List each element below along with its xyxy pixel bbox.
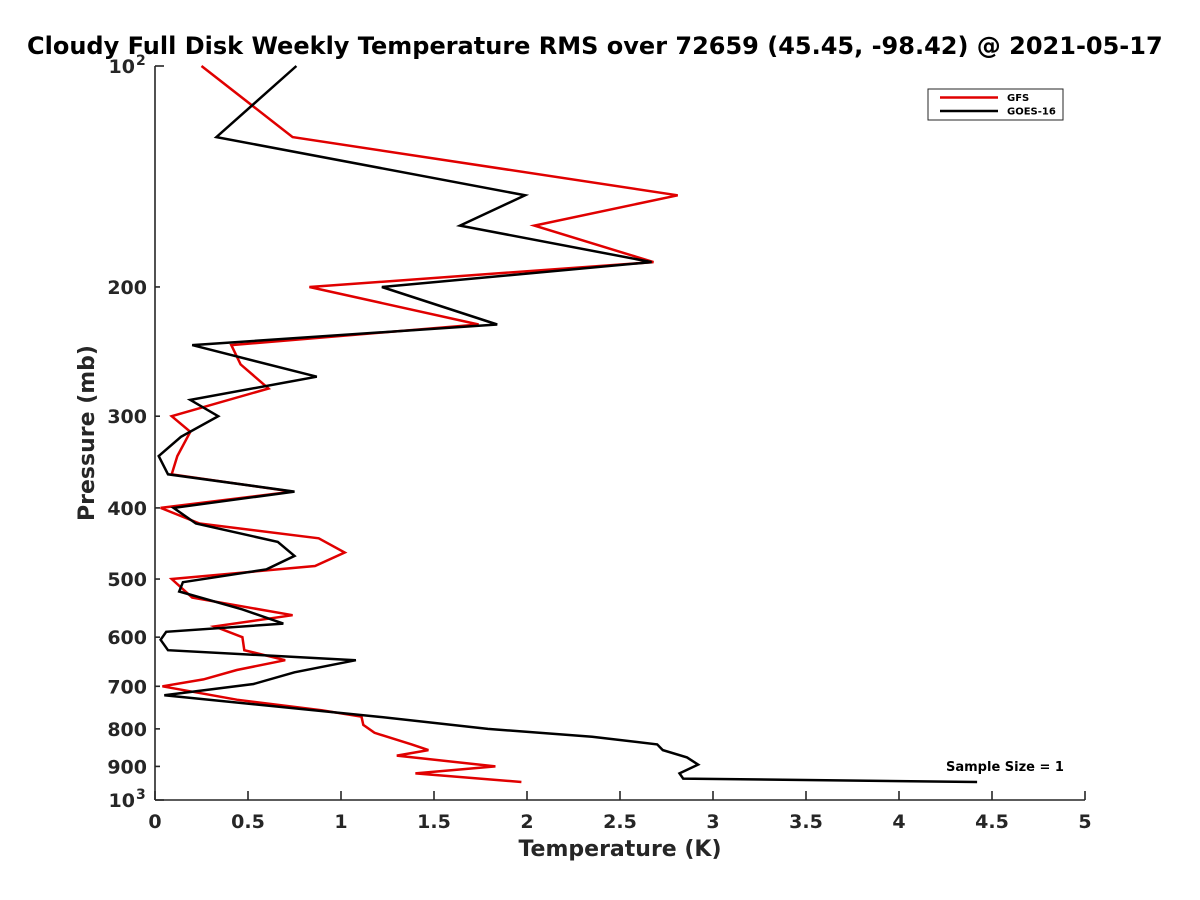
x-tick-label: 0 [148, 811, 161, 833]
axes: 0 0.5 1 1.5 2 2.5 3 3.5 4 4.5 5 200 300 400 500 600 700 8… [107, 53, 1091, 833]
x-tick-label: 4 [892, 811, 905, 833]
y-tick-label: 900 [107, 756, 147, 778]
y-tick-label-min: 10 [109, 56, 135, 78]
sample-size-annotation: Sample Size = 1 [946, 760, 1064, 775]
x-axis-label: Temperature (K) [518, 837, 721, 862]
series-line-gfs [160, 65, 678, 784]
x-tick-label: 2 [520, 811, 533, 833]
y-tick-label: 500 [107, 569, 147, 591]
x-tick-label: 2.5 [603, 811, 637, 833]
y-tick-label-max: 10 [109, 790, 135, 812]
y-tick-label: 400 [107, 498, 147, 520]
x-tick-label: 3 [706, 811, 719, 833]
y-tick-label: 800 [107, 719, 147, 741]
legend: GFS GOES-16 [927, 88, 1064, 121]
legend-label-gfs: GFS [1007, 93, 1029, 104]
x-tick-label: 0.5 [231, 811, 265, 833]
y-tick-label-max-exp: 3 [136, 787, 146, 803]
series-line-goes16 [157, 65, 978, 784]
x-tick-label: 1.5 [417, 811, 451, 833]
y-tick-label: 600 [107, 627, 147, 649]
x-tick-label: 1 [334, 811, 347, 833]
legend-box [927, 88, 1064, 121]
y-tick-label: 200 [107, 277, 147, 299]
y-axis-label: Pressure (mb) [75, 345, 100, 521]
y-tick-label: 700 [107, 676, 147, 698]
y-tick-label-min-exp: 2 [136, 53, 146, 69]
x-tick-label: 4.5 [975, 811, 1009, 833]
series-layer [157, 65, 978, 784]
x-tick-label: 3.5 [789, 811, 823, 833]
x-tick-label: 5 [1078, 811, 1091, 833]
legend-label-goes16: GOES-16 [1007, 107, 1056, 118]
y-tick-label: 300 [107, 406, 147, 428]
chart-title: Cloudy Full Disk Weekly Temperature RMS … [27, 32, 1163, 60]
